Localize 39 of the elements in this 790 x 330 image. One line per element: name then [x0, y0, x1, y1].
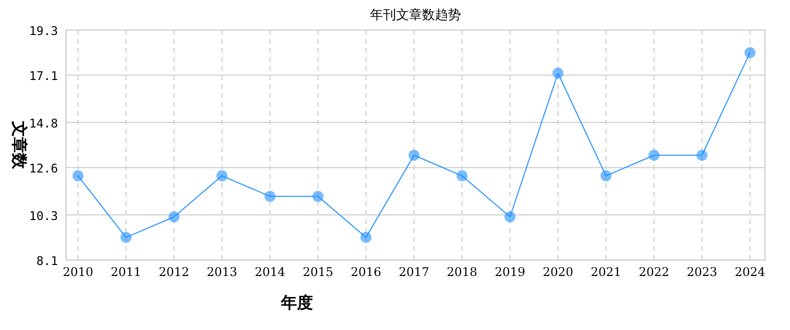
point [264, 190, 276, 202]
x-tick-label: 2017 [398, 265, 430, 279]
point [408, 150, 420, 161]
x-tick-label: 2023 [686, 265, 718, 279]
y-tick-label: 10.3 [29, 208, 58, 223]
y-tick-label: 12.6 [29, 162, 58, 176]
x-tick-label: 2013 [206, 265, 238, 279]
y-tick-label: 14.8 [29, 116, 58, 130]
x-tick-label: 2020 [542, 265, 574, 279]
x-tick-label: 2011 [110, 265, 142, 279]
y-tick-label: 19.3 [29, 24, 58, 38]
x-tick-label: 2018 [446, 265, 478, 279]
point [504, 211, 516, 222]
point [120, 232, 132, 243]
point [72, 170, 84, 182]
point [552, 68, 564, 79]
x-tick-label: 2012 [158, 265, 190, 279]
point [456, 170, 468, 182]
x-tick-label: 2010 [62, 265, 94, 279]
y-tick-label: 8.1 [36, 254, 58, 268]
point [648, 150, 660, 161]
x-tick-label: 2014 [254, 265, 286, 279]
x-tick-label: 2021 [590, 265, 622, 279]
point [744, 47, 756, 58]
point [216, 170, 228, 182]
x-tick-label: 2022 [638, 265, 670, 279]
point [600, 170, 612, 182]
point [696, 150, 708, 161]
y-axis-title: 文章数 [10, 120, 29, 170]
point [360, 232, 372, 243]
point [312, 190, 324, 202]
point [168, 211, 180, 222]
x-axis-title: 年度 [280, 293, 313, 312]
x-tick-label: 2015 [302, 265, 334, 279]
y-tick-label: 17.1 [29, 69, 58, 84]
x-tick-label: 2016 [350, 265, 382, 279]
x-tick-label: 2019 [494, 265, 526, 279]
x-tick-label: 2024 [734, 265, 766, 279]
chart-title: 年刊文章数趋势 [370, 8, 461, 23]
